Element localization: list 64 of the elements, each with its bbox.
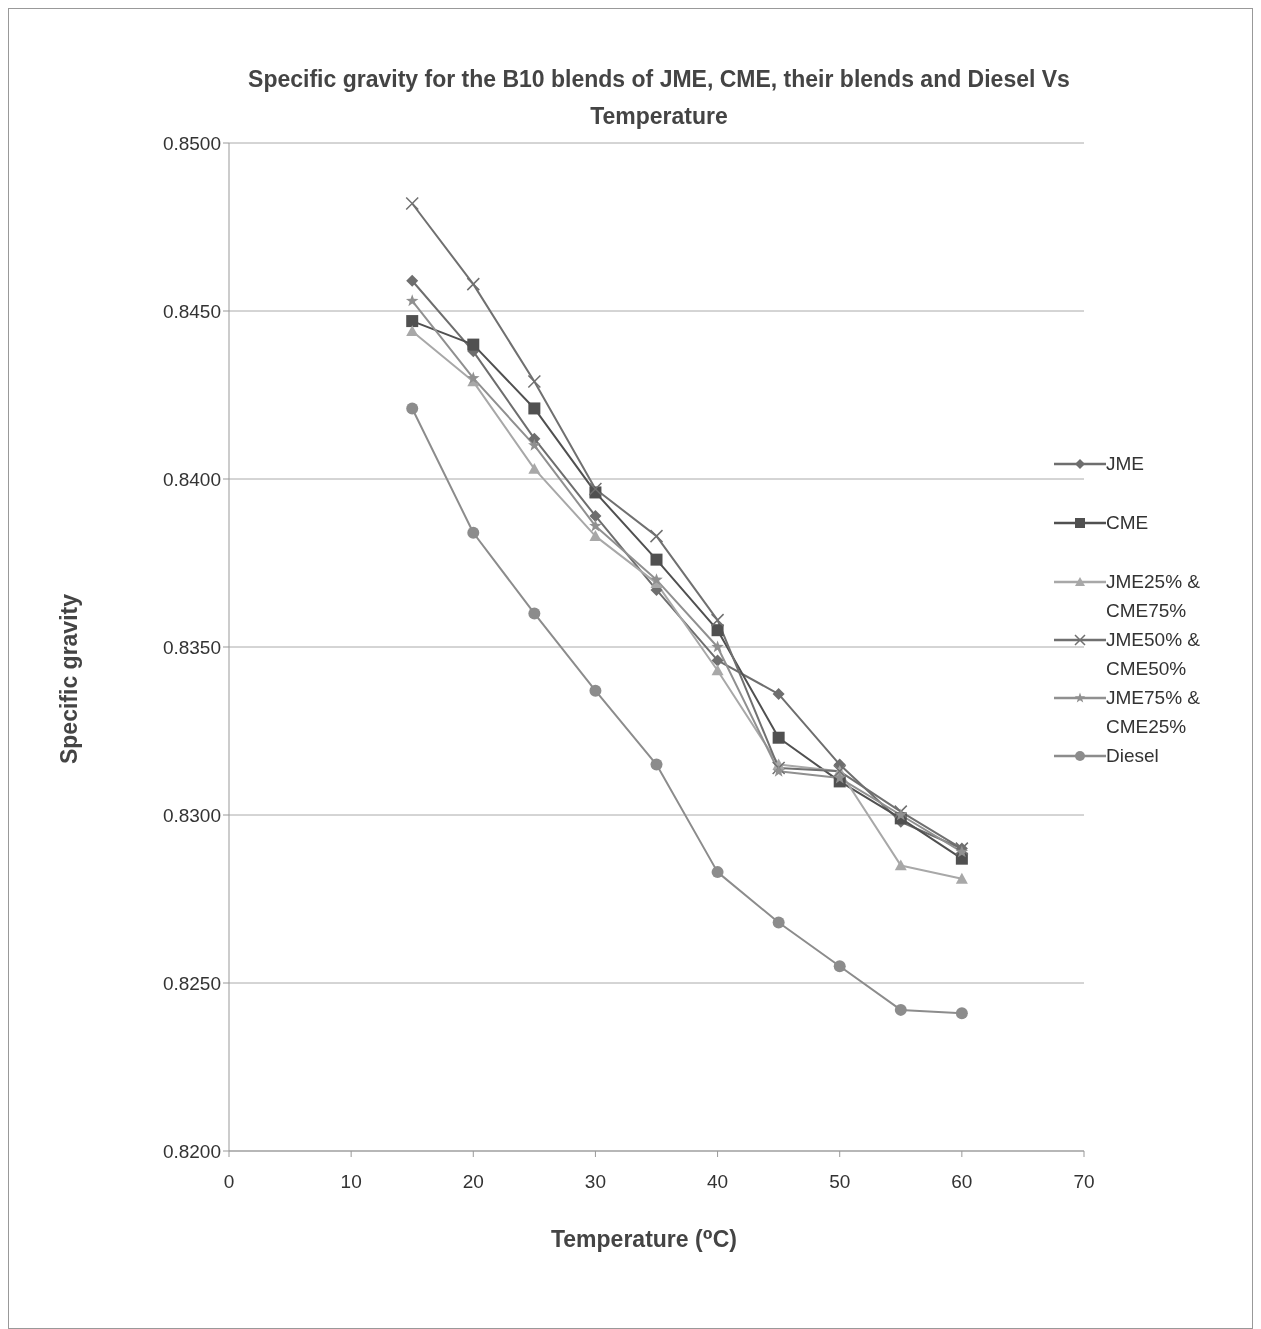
y-tick-label: 0.8250: [162, 972, 221, 994]
point: [405, 294, 419, 307]
point: [589, 684, 602, 697]
point: [406, 315, 419, 328]
y-axis-title: Specific gravity: [55, 593, 83, 765]
point: [894, 859, 907, 871]
point: [527, 374, 542, 389]
point: [589, 509, 602, 522]
x-tick-label: 30: [584, 1171, 606, 1193]
legend-label: JME25% & CME75%: [1106, 569, 1201, 623]
point: [710, 613, 725, 627]
point: [406, 274, 419, 287]
point: [406, 402, 419, 415]
y-tick-label: 0.8500: [162, 132, 221, 154]
point: [528, 402, 541, 415]
point: [955, 872, 968, 884]
point: [711, 640, 724, 653]
x-axis-title: Temperature (⁰C): [550, 1226, 738, 1253]
x-tick-label: 0: [223, 1171, 235, 1193]
y-tick-label: 0.8300: [162, 804, 221, 826]
y-tick-label: 0.8400: [162, 468, 221, 490]
point: [894, 808, 908, 821]
point: [894, 1003, 907, 1016]
point: [772, 916, 785, 929]
point: [711, 654, 724, 667]
point: [528, 438, 541, 451]
x-tick-label: 70: [1073, 1171, 1095, 1193]
legend-label: Diesel: [1106, 743, 1160, 768]
x-tick-label: 60: [951, 1171, 973, 1193]
legend-label: JME50% & CME50%: [1106, 627, 1201, 681]
x-tick-label: 50: [829, 1171, 851, 1193]
x-tick-label: 10: [340, 1171, 362, 1193]
point: [528, 607, 541, 620]
point: [772, 731, 785, 744]
point: [589, 519, 602, 532]
point: [711, 866, 724, 879]
y-tick-label: 0.8350: [162, 636, 221, 658]
point: [467, 371, 480, 384]
point: [650, 573, 663, 586]
point: [833, 771, 846, 784]
legend-label: JME75% & CME25%: [1106, 685, 1201, 739]
point: [467, 526, 480, 539]
point: [588, 482, 603, 496]
point: [833, 960, 846, 973]
point: [650, 758, 663, 771]
x-tick-label: 40: [707, 1171, 729, 1193]
point: [405, 196, 419, 211]
point: [711, 664, 724, 676]
point: [650, 553, 663, 566]
point: [406, 325, 419, 336]
chart-title: Specific gravity for the B10 blends of JME, CME, their blends and Diesel Vs Temperature: [248, 66, 1070, 129]
legend-label: CME: [1106, 510, 1150, 535]
point: [772, 688, 785, 701]
y-tick-label: 0.8450: [162, 300, 221, 322]
point: [955, 1007, 968, 1020]
point: [649, 529, 664, 543]
point: [711, 624, 724, 637]
legend-label: JME: [1106, 451, 1145, 476]
point: [467, 338, 480, 351]
point: [466, 277, 481, 291]
point: [528, 462, 541, 474]
y-tick-label: 0.8200: [162, 1140, 221, 1162]
x-tick-label: 20: [462, 1171, 484, 1193]
point: [894, 804, 908, 819]
